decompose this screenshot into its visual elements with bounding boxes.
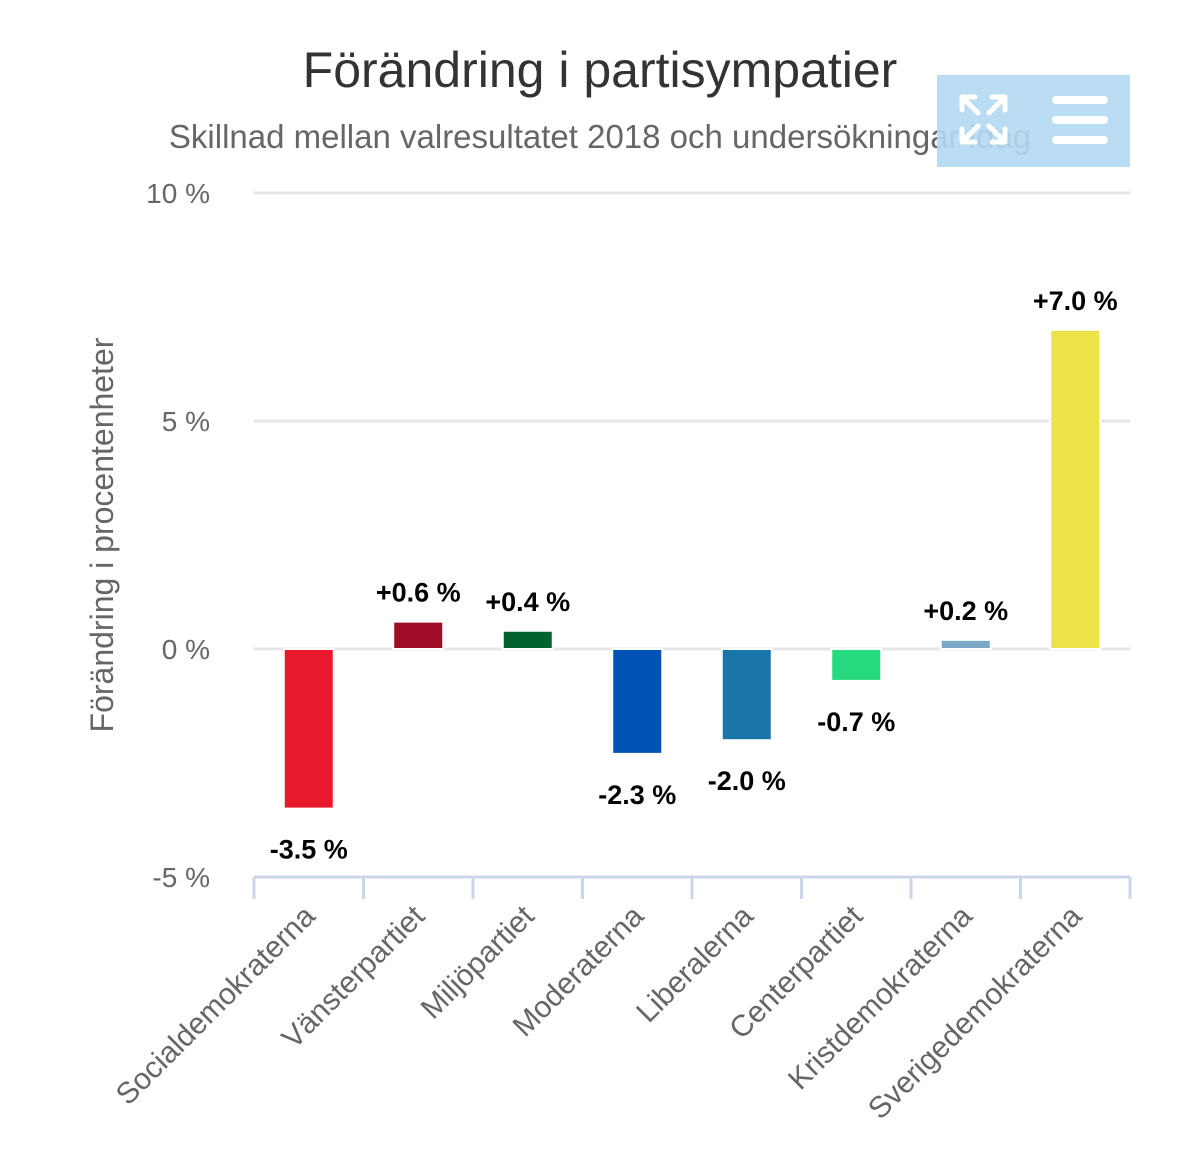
y-tick-label: -5 % xyxy=(152,862,210,893)
bars xyxy=(282,328,1102,810)
data-label: +7.0 % xyxy=(1033,286,1118,316)
data-label: +0.4 % xyxy=(485,587,570,617)
bar[interactable] xyxy=(501,629,554,651)
data-label: -2.0 % xyxy=(708,766,786,796)
bar[interactable] xyxy=(282,648,335,810)
bar[interactable] xyxy=(939,638,992,651)
y-tick-label: 5 % xyxy=(162,406,210,437)
chart-title: Förändring i partisympatier xyxy=(303,42,898,98)
data-label: +0.6 % xyxy=(376,578,461,608)
bar[interactable] xyxy=(1049,328,1102,650)
chart-subtitle: Skillnad mellan valresultatet 2018 och u… xyxy=(169,118,1031,155)
category-label: Socialdemokraterna xyxy=(110,899,322,1111)
data-label: -3.5 % xyxy=(270,835,348,865)
category-label: Kristdemokraterna xyxy=(782,899,979,1096)
chart-menu-button[interactable] xyxy=(937,75,1130,167)
menu-icon[interactable] xyxy=(1052,96,1108,144)
category-label: Sverigedemokraterna xyxy=(862,899,1088,1125)
data-labels: -3.5 % +0.6 % +0.4 % -2.3 % -2.0 % -0.7 % +0.2… xyxy=(270,286,1118,865)
bar[interactable] xyxy=(611,648,664,755)
data-label: +0.2 % xyxy=(923,596,1008,626)
data-label: -0.7 % xyxy=(817,707,895,737)
x-axis: SocialdemokraternaVänsterpartietMiljöpar… xyxy=(110,875,1132,1126)
y-tick-label: 0 % xyxy=(162,634,210,665)
bar[interactable] xyxy=(720,648,773,742)
data-label: -2.3 % xyxy=(598,780,676,810)
y-axis-title: Förändring i procentenheter xyxy=(84,337,120,732)
fullscreen-icon[interactable] xyxy=(959,94,1008,145)
bar[interactable] xyxy=(392,620,445,651)
bar[interactable] xyxy=(830,648,883,682)
y-axis-ticks: 10 % 5 % 0 % -5 % xyxy=(146,178,210,893)
y-tick-label: 10 % xyxy=(146,178,210,209)
